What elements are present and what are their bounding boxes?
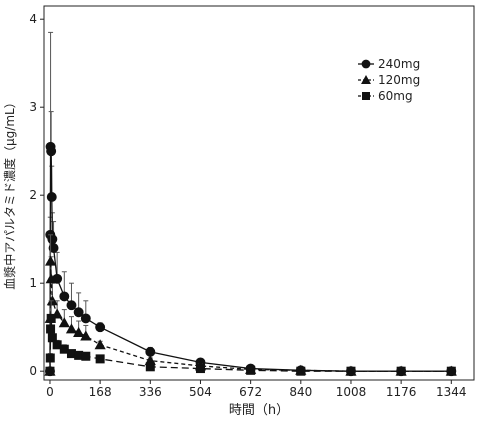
data-point-60mg [446, 366, 456, 376]
data-point-60mg [145, 362, 155, 372]
data-point-120mg [94, 339, 106, 350]
x-tick-label: 336 [139, 385, 162, 399]
y-tick-label: 1 [29, 276, 37, 290]
data-point-60mg [52, 340, 62, 350]
data-point-60mg [246, 365, 256, 375]
data-point-120mg [73, 326, 85, 337]
series-line-240mg [49, 146, 452, 372]
data-point-120mg [65, 323, 78, 334]
legend-label-240mg: 240mg [378, 57, 420, 71]
data-point-120mg [45, 273, 57, 284]
data-point-240mg [48, 243, 59, 253]
data-point-60mg [81, 351, 91, 361]
data-point-60mg [74, 350, 84, 360]
x-tick-label: 1008 [336, 385, 367, 399]
x-axis-label: 時間（h） [229, 403, 289, 418]
y-axis-ticks: 0 1 2 3 4 [29, 12, 44, 378]
y-tick-label: 4 [29, 12, 37, 26]
data-point-240mg [145, 346, 156, 357]
series-line-60mg [49, 318, 452, 372]
data-point-120mg [46, 295, 58, 306]
data-point-240mg [46, 192, 57, 202]
legend-label-60mg: 60mg [378, 89, 413, 103]
x-tick-label: 0 [46, 385, 54, 399]
y-tick-label: 2 [29, 188, 37, 202]
data-point-60mg [45, 366, 55, 376]
plot-frame [43, 5, 475, 381]
x-tick-label: 1176 [386, 385, 417, 399]
x-tick-label: 840 [289, 385, 312, 399]
data-point-60mg [195, 364, 205, 374]
series-60mg [45, 300, 456, 376]
legend-marker-120mg [361, 75, 371, 84]
data-point-60mg [95, 354, 105, 364]
data-point-240mg [95, 322, 106, 333]
y-tick-label: 0 [29, 364, 37, 378]
data-point-240mg [66, 300, 77, 311]
data-point-240mg [73, 307, 84, 318]
data-point-60mg [346, 366, 356, 376]
data-point-60mg [46, 324, 56, 334]
data-point-60mg [47, 333, 57, 343]
y-axis-label: 血漿中アパルタミド濃度（μg/mL） [2, 96, 17, 289]
x-axis-ticks: 0 168 336 504 672 840 1008 1176 1344 [46, 380, 467, 399]
data-point-60mg [46, 313, 56, 323]
data-point-240mg [47, 234, 58, 245]
data-point-60mg [296, 366, 306, 376]
data-point-120mg [58, 317, 70, 328]
data-point-60mg [66, 349, 76, 359]
data-point-120mg [80, 330, 92, 341]
data-point-240mg [46, 146, 57, 157]
x-tick-label: 504 [189, 385, 212, 399]
data-point-240mg [80, 313, 91, 324]
data-point-60mg [45, 353, 55, 363]
x-tick-label: 672 [239, 385, 262, 399]
legend-marker-240mg [361, 59, 371, 69]
legend-marker-60mg [362, 92, 370, 100]
series-layer [44, 31, 457, 377]
x-tick-label: 1344 [436, 385, 467, 399]
legend: 240mg 120mg 60mg [358, 57, 420, 103]
x-tick-label: 168 [89, 385, 112, 399]
data-point-60mg [396, 366, 406, 376]
legend-label-120mg: 120mg [378, 73, 420, 87]
data-point-120mg [44, 255, 57, 266]
data-point-60mg [59, 344, 69, 354]
data-point-240mg [59, 291, 70, 302]
y-tick-label: 3 [29, 100, 37, 114]
